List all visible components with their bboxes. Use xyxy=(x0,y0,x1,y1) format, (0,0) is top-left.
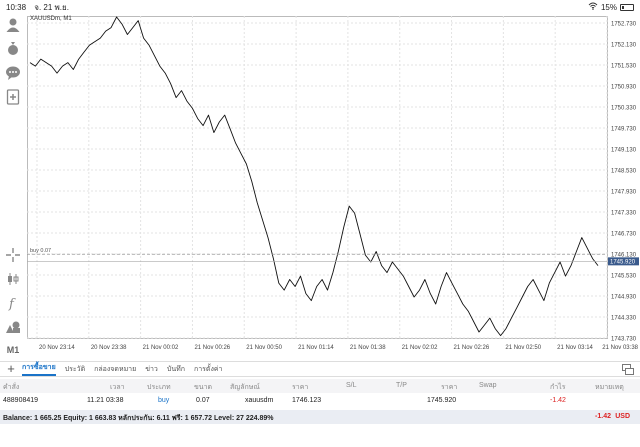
price-chart[interactable]: 1752.730 1752.130 1751.530 1750.930 1750.330… xyxy=(27,14,640,361)
wifi-icon xyxy=(588,2,598,12)
tab-history[interactable]: ประวัติ xyxy=(64,365,86,373)
table-row[interactable]: 488908419 11.21 03:38 buy 0.07 xauusdm 1… xyxy=(0,394,640,408)
col-order: คำสั่ง xyxy=(3,384,20,391)
add-icon[interactable]: + xyxy=(7,361,15,376)
tab-news[interactable]: ข่าว xyxy=(145,365,158,373)
status-date: จ. 21 พ.ย. xyxy=(34,2,69,12)
new-order-icon[interactable] xyxy=(4,88,22,106)
col-time: เวลา xyxy=(110,384,125,391)
x-tick-label: 21 Nov 00:02 xyxy=(143,345,179,351)
y-tick-label: 1749.730 xyxy=(611,127,637,133)
status-bar: 10:38 จ. 21 พ.ย. 15% xyxy=(0,0,640,14)
chat-icon[interactable] xyxy=(4,64,22,82)
y-tick-label: 1748.530 xyxy=(611,169,637,175)
crosshair-icon[interactable] xyxy=(4,246,22,264)
svg-text:f: f xyxy=(8,297,16,311)
balance-summary: Balance: 1 665.25 Equity: 1 663.83 หลักป… xyxy=(3,415,274,422)
tab-trade[interactable]: การซื้อขาย xyxy=(22,362,56,376)
order-size: 0.07 xyxy=(196,397,210,404)
trade-table-header: คำสั่ง เวลา ประเภท ขนาด สัญลักษณ์ ราคา S… xyxy=(0,379,640,393)
col-type: ประเภท xyxy=(147,384,171,391)
y-tick-label: 1752.730 xyxy=(611,22,637,28)
order-type: buy xyxy=(158,397,170,404)
total-profit: -1.42 xyxy=(595,413,611,420)
x-tick-label: 20 Nov 23:38 xyxy=(91,345,127,351)
tab-mailbox[interactable]: กล่องจดหมาย xyxy=(94,365,137,373)
chart-toolbar: f M1 xyxy=(0,14,26,355)
current-price-label: 1745.920 xyxy=(610,260,636,266)
order-profit: -1.42 xyxy=(550,397,566,404)
tab-journal[interactable]: บันทึก xyxy=(166,365,185,373)
col-size: ขนาด xyxy=(194,384,213,391)
col-symbol: สัญลักษณ์ xyxy=(230,384,260,391)
y-tick-label: 1749.130 xyxy=(611,148,637,154)
y-tick-label: 1747.930 xyxy=(611,190,637,196)
battery-icon xyxy=(620,3,634,11)
y-tick-label: 1750.330 xyxy=(611,106,637,112)
y-tick-label: 1743.730 xyxy=(611,337,637,343)
x-tick-label: 21 Nov 02:50 xyxy=(505,345,541,351)
price-tag xyxy=(608,257,639,266)
col-tp: T/P xyxy=(396,382,407,389)
account-icon[interactable] xyxy=(4,16,22,34)
status-time: 10:38 xyxy=(6,2,27,12)
y-tick-label: 1752.130 xyxy=(611,43,637,49)
x-tick-label: 21 Nov 03:14 xyxy=(557,345,593,351)
x-tick-label: 21 Nov 00:50 xyxy=(246,345,282,351)
x-tick-label: 20 Nov 23:14 xyxy=(39,345,75,351)
balance-bar: Balance: 1 665.25 Equity: 1 663.83 หลักป… xyxy=(0,410,640,424)
indicators-icon[interactable]: f xyxy=(4,294,22,312)
trade-icon[interactable] xyxy=(4,40,22,58)
x-tick-label: 21 Nov 00:26 xyxy=(194,345,230,351)
y-tick-label: 1747.330 xyxy=(611,211,637,217)
col-price: ราคา xyxy=(441,384,458,391)
y-tick-label: 1744.330 xyxy=(611,316,637,322)
y-tick-label: 1746.730 xyxy=(611,232,637,238)
col-swap: Swap xyxy=(479,382,497,389)
x-tick-label: 21 Nov 02:02 xyxy=(402,345,438,351)
y-tick-label: 1751.530 xyxy=(611,64,637,70)
x-tick-label: 21 Nov 03:38 xyxy=(602,345,638,351)
x-tick-label: 21 Nov 02:26 xyxy=(454,345,490,351)
tab-settings[interactable]: การตั้งค่า xyxy=(193,365,223,373)
x-tick-label: 21 Nov 01:14 xyxy=(298,345,334,351)
y-tick-label: 1750.930 xyxy=(611,85,637,91)
battery-percent: 15% xyxy=(600,2,617,12)
chart-symbol-label: XAUUSDm, M1 xyxy=(30,16,72,22)
timeframe-button[interactable]: M1 xyxy=(6,345,20,355)
order-id: 488908419 xyxy=(3,397,39,404)
account-currency: USD xyxy=(615,413,630,420)
order-open-price: 1746.123 xyxy=(292,397,322,404)
order-current-price: 1745.920 xyxy=(427,397,457,404)
y-tick-label: 1745.530 xyxy=(611,274,637,280)
order-line-label: buy 0.07 xyxy=(30,248,51,254)
order-symbol: xauusdm xyxy=(245,397,274,404)
order-time: 11.21 03:38 xyxy=(87,397,124,404)
candlestick-icon[interactable] xyxy=(4,270,22,288)
col-sl: S/L xyxy=(346,382,357,389)
col-comment: หมายเหตุ xyxy=(595,384,624,391)
price-line xyxy=(29,16,599,337)
x-tick-label: 21 Nov 01:38 xyxy=(350,345,386,351)
terminal-tabs: + การซื้อขาย ประวัติ กล่องจดหมาย ข่าว บั… xyxy=(0,361,640,377)
terminal-layout-icon[interactable] xyxy=(622,364,634,375)
objects-icon[interactable] xyxy=(4,318,22,336)
chart-canvas[interactable]: 1752.730 1752.130 1751.530 1750.930 1750.330… xyxy=(27,14,640,361)
y-tick-label: 1746.130 xyxy=(611,253,637,259)
col-open-price: ราคา xyxy=(292,384,309,391)
y-tick-label: 1744.930 xyxy=(611,295,637,301)
col-profit: กำไร xyxy=(550,384,566,391)
